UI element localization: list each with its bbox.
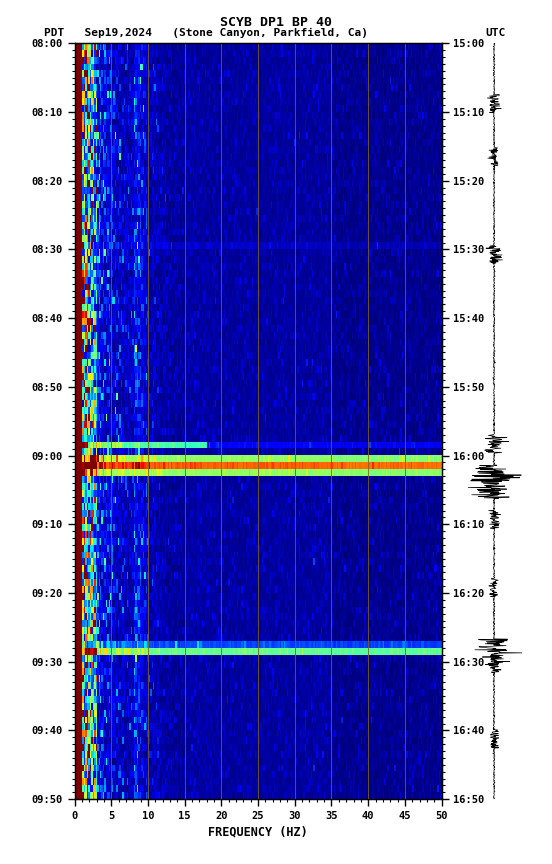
Text: UTC: UTC [486,28,506,38]
X-axis label: FREQUENCY (HZ): FREQUENCY (HZ) [208,825,308,838]
Text: PDT   Sep19,2024   (Stone Canyon, Parkfield, Ca): PDT Sep19,2024 (Stone Canyon, Parkfield,… [44,28,368,38]
Text: SCYB DP1 BP 40: SCYB DP1 BP 40 [220,16,332,29]
